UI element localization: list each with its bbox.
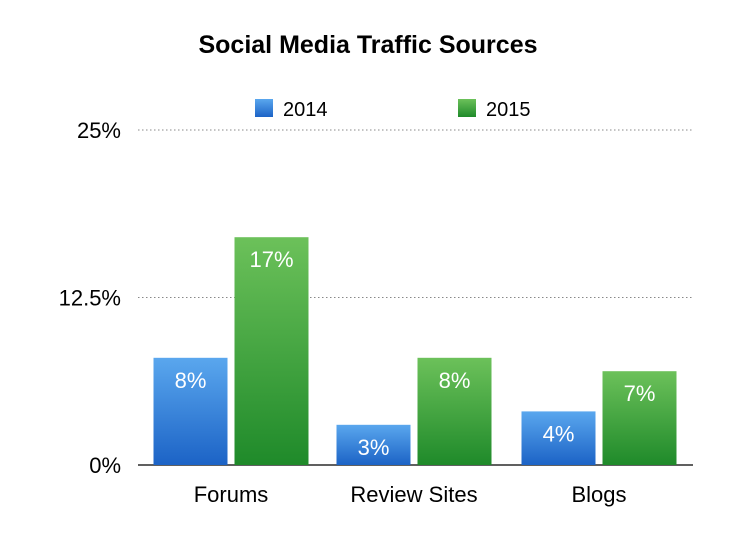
bar-value-label: 17% — [249, 247, 293, 272]
legend-swatch-2015 — [458, 99, 476, 117]
bar-value-label: 8% — [439, 368, 471, 393]
bar-2015-review-sites — [417, 357, 492, 465]
legend-swatch-2014 — [255, 99, 273, 117]
bars: 8% 17% 3% 8% 4% 7% — [153, 237, 677, 465]
bar-2014-blogs — [521, 411, 596, 465]
x-category-label: Blogs — [571, 482, 626, 507]
y-tick-label: 25% — [77, 118, 121, 143]
legend-label-2015: 2015 — [486, 99, 531, 121]
y-axis-ticks: 0% 12.5% 25% — [59, 118, 121, 478]
legend: 2014 2015 — [255, 99, 531, 121]
bar-value-label: 8% — [175, 368, 207, 393]
bar-2014-forums — [153, 357, 228, 465]
x-category-label: Forums — [194, 482, 269, 507]
x-axis-categories: Forums Review Sites Blogs — [194, 482, 627, 507]
chart-title: Social Media Traffic Sources — [198, 31, 537, 59]
bar-2015-forums — [234, 237, 309, 465]
y-tick-label: 12.5% — [59, 286, 121, 311]
bar-2014-review-sites — [336, 424, 411, 465]
bar-2015-blogs — [602, 371, 677, 465]
legend-label-2014: 2014 — [283, 99, 328, 121]
y-tick-label: 0% — [89, 453, 121, 478]
x-category-label: Review Sites — [350, 482, 477, 507]
bar-value-label: 7% — [624, 381, 656, 406]
bar-value-label: 3% — [358, 435, 390, 460]
gridlines — [138, 129, 693, 466]
bar-value-label: 4% — [543, 421, 575, 446]
